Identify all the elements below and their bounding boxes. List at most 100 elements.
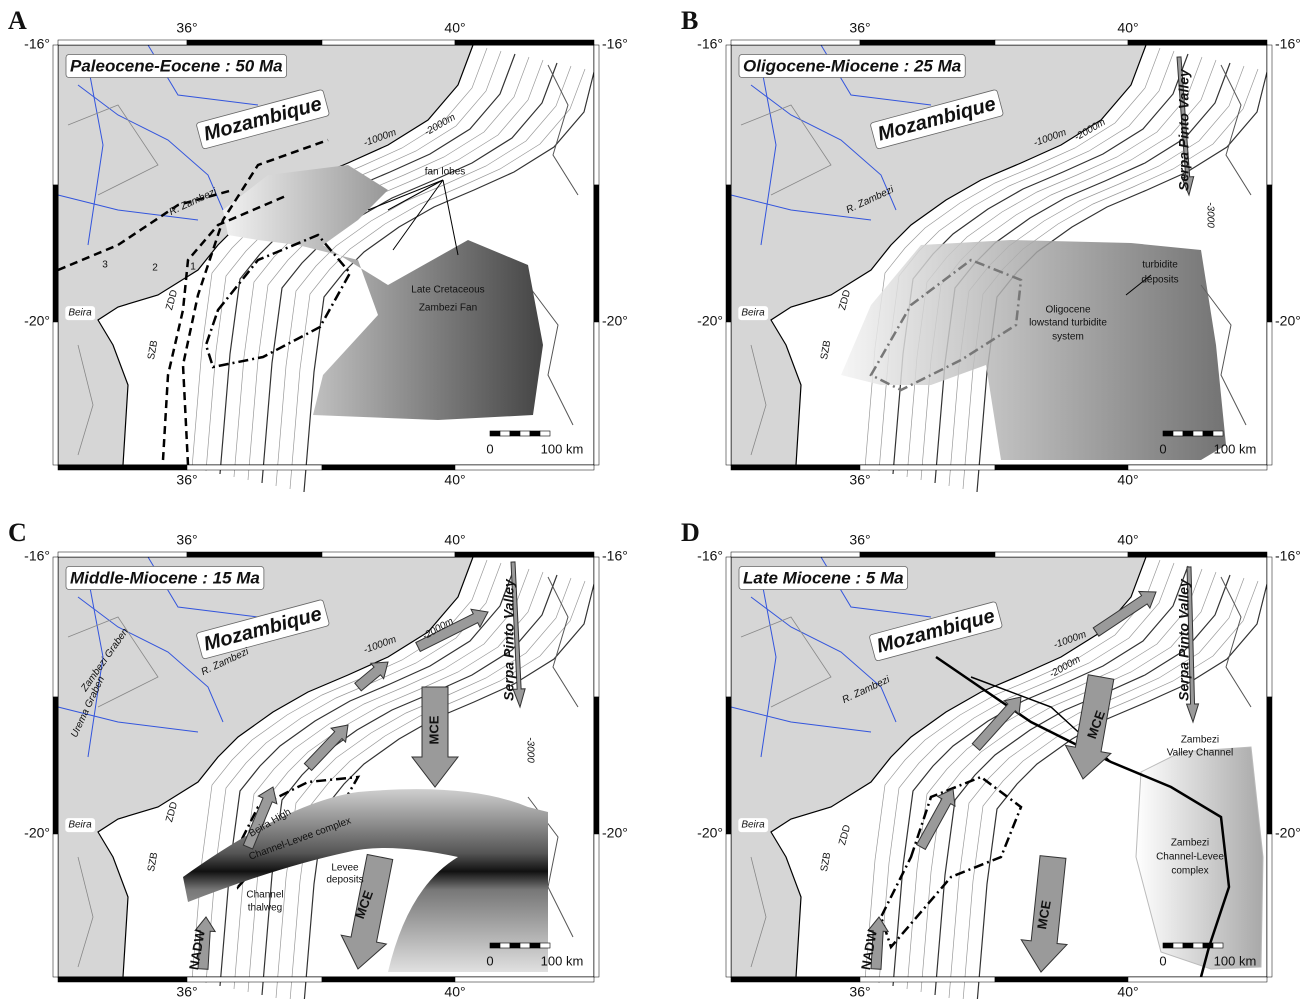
scale-label: 100 km [1214, 441, 1257, 456]
lat-label: -20° [1275, 313, 1301, 329]
lat-label: -16° [24, 548, 50, 564]
lat-label: -16° [1275, 548, 1301, 564]
scale-label: 0 [486, 953, 493, 968]
frame-bar [1128, 552, 1267, 557]
map-label: MCE [426, 715, 441, 744]
frame-bar [860, 465, 995, 470]
lat-label: -16° [602, 548, 628, 564]
frame-bar [860, 40, 995, 45]
map-label: Oligocene [1045, 305, 1090, 316]
frame-bar [594, 185, 599, 322]
panel-title: Late Miocene : 5 Ma [743, 568, 904, 587]
map-label: lowstand turbidite [1029, 318, 1107, 329]
map-label: 2 [152, 263, 158, 274]
frame-bar [322, 977, 455, 982]
scale-label: 0 [1159, 441, 1166, 456]
frame-bar [187, 465, 322, 470]
map-label: Beira [741, 308, 765, 319]
frame-bar [731, 40, 860, 45]
map-label: deposits [1141, 275, 1178, 286]
map-label: Channel [246, 890, 283, 901]
frame-bar [58, 977, 187, 982]
scale-bar [500, 431, 510, 436]
map-label: -3000 [1204, 202, 1215, 228]
frame-bar [53, 834, 58, 977]
scale-bar [520, 431, 530, 436]
lon-label: 36° [849, 984, 870, 999]
scale-label: 100 km [541, 441, 584, 456]
map-label: Serpa Pinto Valley [501, 578, 517, 701]
frame-bar [995, 40, 1128, 45]
frame-bar [1128, 977, 1267, 982]
lat-label: -20° [697, 313, 723, 329]
panel-title: Middle-Miocene : 15 Ma [70, 568, 260, 587]
frame-bar [860, 552, 995, 557]
frame-bar [455, 40, 594, 45]
frame-bar [594, 697, 599, 834]
map-panel: 36°36°40°40°-16°-16°-20°-20°APaleocene-E… [8, 6, 628, 492]
frame-bar [58, 40, 187, 45]
lon-label: 36° [176, 532, 197, 548]
frame-bar [726, 185, 731, 322]
frame-bar [455, 552, 594, 557]
frame-bar [995, 552, 1128, 557]
map-label: Channel-Levee [1156, 852, 1224, 863]
frame-bar [1128, 465, 1267, 470]
scale-bar [1183, 431, 1193, 436]
lon-label: 40° [1117, 20, 1138, 36]
lon-label: 36° [176, 984, 197, 999]
lat-label: -20° [24, 825, 50, 841]
frame-bar [726, 557, 731, 697]
frame-bar [1128, 40, 1267, 45]
panel-letter: C [8, 518, 27, 547]
map-label: thalweg [248, 903, 282, 914]
frame-bar [53, 557, 58, 697]
map-label: 3 [102, 260, 108, 271]
map-label: -3000 [524, 737, 535, 763]
lat-label: -20° [1275, 825, 1301, 841]
lon-label: 40° [444, 984, 465, 999]
scale-bar [1213, 943, 1223, 948]
scale-bar [500, 943, 510, 948]
scale-label: 100 km [541, 953, 584, 968]
map-label: Zambezi [1171, 838, 1209, 849]
scale-bar [1173, 431, 1183, 436]
scale-bar [1173, 943, 1183, 948]
frame-bar [726, 45, 731, 185]
scale-bar [510, 943, 520, 948]
map-label: 1 [190, 262, 196, 273]
frame-bar [53, 697, 58, 834]
frame-bar [731, 465, 860, 470]
scale-bar [1203, 943, 1213, 948]
map-panel: 36° 36° 40° 40° -16° -16° -20° -20° C Middle-Mioc… [8, 518, 628, 999]
scale-bar [1163, 431, 1173, 436]
frame-bar [187, 552, 322, 557]
frame-bar [1267, 185, 1272, 322]
frame-bar [53, 185, 58, 322]
map-label: Beira [68, 308, 92, 319]
map-label: Levee [331, 863, 359, 874]
lat-label: -20° [602, 313, 628, 329]
scale-bar [540, 943, 550, 948]
lat-label: -16° [697, 36, 723, 52]
lon-label: 40° [1117, 984, 1138, 999]
lon-label: 36° [176, 20, 197, 36]
map-label: system [1052, 332, 1084, 343]
frame-bar [731, 552, 860, 557]
frame-bar [594, 557, 599, 697]
lon-label: 40° [444, 20, 465, 36]
figure: 36°36°40°40°-16°-16°-20°-20°APaleocene-E… [0, 0, 1314, 999]
panel-letter: A [8, 6, 27, 35]
lon-label: 36° [849, 20, 870, 36]
frame-bar [594, 45, 599, 185]
map-panel: 36°36°40°40°-16°-16°-20°-20°DLate Miocen… [681, 518, 1301, 999]
frame-bar [322, 465, 455, 470]
frame-bar [860, 977, 995, 982]
frame-bar [594, 834, 599, 977]
lon-label: 40° [444, 532, 465, 548]
lon-label: 40° [444, 472, 465, 488]
frame-bar [995, 977, 1128, 982]
lat-label: -20° [602, 825, 628, 841]
lon-label: 36° [849, 532, 870, 548]
frame-bar [322, 552, 455, 557]
